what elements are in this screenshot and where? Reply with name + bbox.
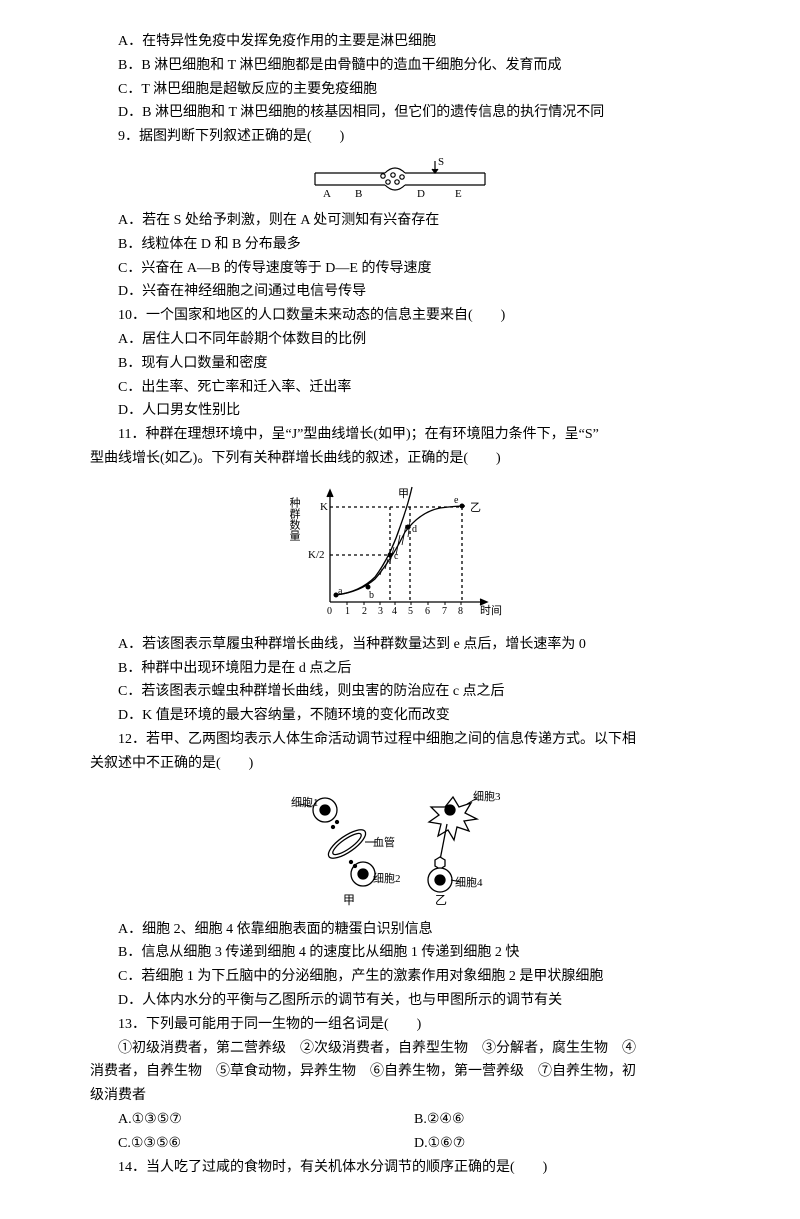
q9-option-d: D．兴奋在神经细胞之间通过电信号传导 (90, 280, 710, 304)
q9-fig-label-b: B (355, 188, 362, 200)
svg-text:4: 4 (392, 606, 397, 617)
q9-option-c: C．兴奋在 A—B 的传导速度等于 D—E 的传导速度 (90, 257, 710, 281)
q11-k: K (320, 501, 328, 513)
svg-text:7: 7 (442, 606, 447, 617)
q12-option-c: C．若细胞 1 为下丘脑中的分泌细胞，产生的激素作用对象细胞 2 是甲状腺细胞 (90, 965, 710, 989)
q14-stem: 14．当人吃了过咸的食物时，有关机体水分调节的顺序正确的是( ) (90, 1156, 710, 1180)
q11-b: b (369, 590, 374, 601)
q9-fig-label-e: E (455, 188, 462, 200)
q11-a: a (338, 586, 343, 597)
q11-figure: 种群数量 K K/2 a b c d e 甲 乙 0 1 2 345 6 78 时间 (90, 477, 710, 627)
q11-c: c (394, 551, 399, 562)
q13-option-c: C.①③⑤⑥ (118, 1132, 414, 1156)
q11-ylabel: 种群数量 (290, 495, 301, 540)
q9-option-b: B．线粒体在 D 和 B 分布最多 (90, 233, 710, 257)
q9-figure: A B D E S (90, 155, 710, 203)
svg-text:6: 6 (425, 606, 430, 617)
q11-option-d: D．K 值是环境的最大容纳量，不随环境的变化而改变 (90, 704, 710, 728)
q8-option-c: C．T 淋巴细胞是超敏反应的主要免疫细胞 (90, 78, 710, 102)
q13-options-row1: A.①③⑤⑦ B.②④⑥ (118, 1108, 710, 1132)
q12-option-d: D．人体内水分的平衡与乙图所示的调节有关，也与甲图所示的调节有关 (90, 989, 710, 1013)
q11-option-c: C．若该图表示蝗虫种群增长曲线，则虫害的防治应在 c 点之后 (90, 680, 710, 704)
q13-option-d: D.①⑥⑦ (414, 1132, 710, 1156)
q9-stem: 9．据图判断下列叙述正确的是( ) (90, 125, 710, 149)
q11-d: d (412, 524, 417, 535)
svg-text:0: 0 (327, 606, 332, 617)
q12-figure: 细胞1 血管 细胞2 细胞3 细胞4 甲 乙 (90, 782, 710, 912)
q10-option-a: A．居住人口不同年龄期个体数目的比例 (90, 328, 710, 352)
q10-option-d: D．人口男女性别比 (90, 399, 710, 423)
q12-c2: 细胞2 (373, 872, 401, 885)
q11-option-b: B．种群中出现环境阻力是在 d 点之后 (90, 657, 710, 681)
q12-option-b: B．信息从细胞 3 传递到细胞 4 的速度比从细胞 1 传递到细胞 2 快 (90, 941, 710, 965)
q8-option-a: A．在特异性免疫中发挥免疫作用的主要是淋巴细胞 (90, 30, 710, 54)
q12-stem-2: 关叙述中不正确的是( ) (90, 752, 710, 776)
q10-stem: 10．一个国家和地区的人口数量未来动态的信息主要来自( ) (90, 304, 710, 328)
q11-khalf: K/2 (308, 549, 325, 561)
q8-option-d: D．B 淋巴细胞和 T 淋巴细胞的核基因相同，但它们的遗传信息的执行情况不同 (90, 101, 710, 125)
q13-stem: 13．下列最可能用于同一生物的一组名词是( ) (90, 1013, 710, 1037)
q12-stem-1: 12．若甲、乙两图均表示人体生命活动调节过程中细胞之间的信息传递方式。以下相 (90, 728, 710, 752)
q12-option-a: A．细胞 2、细胞 4 依靠细胞表面的糖蛋白识别信息 (90, 918, 710, 942)
q9-fig-label-s: S (438, 156, 444, 168)
q11-yi: 乙 (470, 501, 481, 514)
q11-stem-1: 11．种群在理想环境中，呈“J”型曲线增长(如甲)；在有环境阻力条件下，呈“S” (90, 423, 710, 447)
svg-text:8: 8 (458, 606, 463, 617)
q13-body-3: 级消费者 (90, 1084, 710, 1108)
q13-option-a: A.①③⑤⑦ (118, 1108, 414, 1132)
q13-option-b: B.②④⑥ (414, 1108, 710, 1132)
q11-option-a: A．若该图表示草履虫种群增长曲线，当种群数量达到 e 点后，增长速率为 0 (90, 633, 710, 657)
svg-text:5: 5 (408, 606, 413, 617)
q13-options-row2: C.①③⑤⑥ D.①⑥⑦ (118, 1132, 710, 1156)
q13-body-2: 消费者，自养生物 ⑤草食动物，异养生物 ⑥自养生物，第一营养级 ⑦自养生物，初 (90, 1060, 710, 1084)
q12-c3: 细胞3 (473, 790, 501, 803)
q10-option-b: B．现有人口数量和密度 (90, 352, 710, 376)
q9-fig-label-a: A (323, 188, 331, 200)
q11-e: e (454, 495, 459, 506)
svg-text:3: 3 (378, 606, 383, 617)
q9-fig-label-d: D (417, 188, 425, 200)
q12-c1: 细胞1 (291, 796, 319, 809)
svg-text:2: 2 (362, 606, 367, 617)
svg-text:1: 1 (345, 606, 350, 617)
q12-c4: 细胞4 (455, 876, 483, 889)
q13-body-1: ①初级消费者，第二营养级 ②次级消费者，自养型生物 ③分解者，腐生生物 ④ (90, 1037, 710, 1061)
q11-stem-2: 型曲线增长(如乙)。下列有关种群增长曲线的叙述，正确的是( ) (90, 447, 710, 471)
q12-yi: 乙 (435, 893, 447, 907)
q9-option-a: A．若在 S 处给予刺激，则在 A 处可测知有兴奋存在 (90, 209, 710, 233)
q11-xlabel: 时间 (480, 604, 502, 617)
q10-option-c: C．出生率、死亡率和迁入率、迁出率 (90, 376, 710, 400)
exam-page: A．在特异性免疫中发挥免疫作用的主要是淋巴细胞 B．B 淋巴细胞和 T 淋巴细胞… (0, 0, 800, 1219)
q12-jia: 甲 (343, 893, 355, 907)
q8-option-b: B．B 淋巴细胞和 T 淋巴细胞都是由骨髓中的造血干细胞分化、发育而成 (90, 54, 710, 78)
q11-jia: 甲 (398, 488, 409, 500)
